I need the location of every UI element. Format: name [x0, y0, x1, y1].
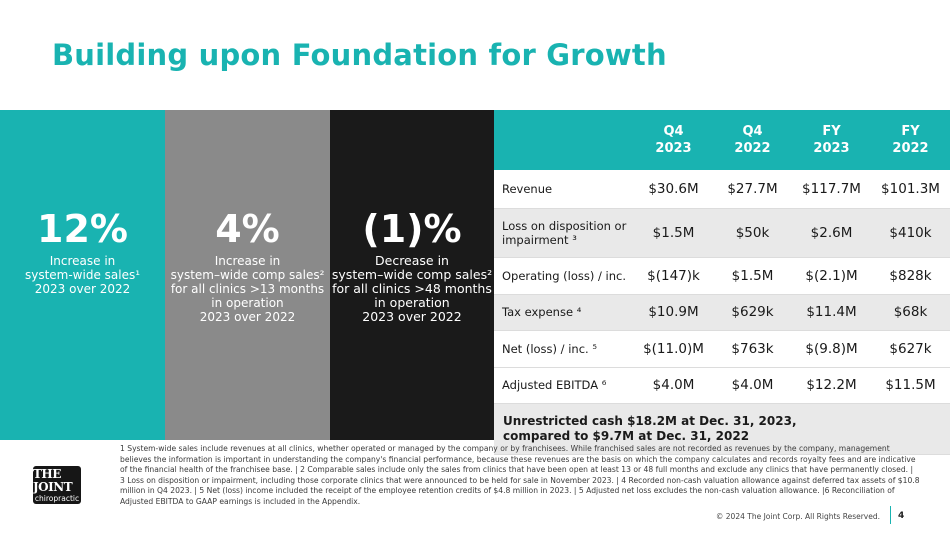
cash-note-row: Unrestricted cash $18.2M at Dec. 31, 202… — [494, 403, 950, 454]
row-value: $101.3M — [881, 180, 940, 197]
row-value: $(147)k — [647, 267, 700, 284]
kpi-description: Decrease in system–wide comp sales² for … — [332, 254, 492, 324]
row-label: Revenue — [502, 181, 553, 196]
kpi-line: system-wide sales¹ — [24, 268, 141, 282]
table-row: Net (loss) / inc. ⁵ $(11.0)M $763k $(9.8… — [494, 330, 950, 367]
kpi-line: for all clinics >13 months — [170, 282, 325, 296]
logo-tagline: chiropractic — [34, 493, 80, 503]
cash-note-line: Unrestricted cash $18.2M at Dec. 31, 202… — [503, 413, 797, 428]
row-value: $12.2M — [806, 377, 857, 393]
kpi-line: Decrease in — [375, 253, 449, 268]
kpi-line: 2023 over 2022 — [34, 282, 131, 296]
table-row: Revenue $30.6M $27.7M $117.7M $101.3M — [494, 170, 950, 208]
row-value: $2.6M — [810, 224, 853, 241]
row-value: $4.0M — [652, 377, 695, 393]
kpi-panel-comp-sales-13-months: 4% Increase in system–wide comp sales² f… — [165, 110, 330, 440]
table-row: Adjusted EBITDA ⁶ $4.0M $4.0M $12.2M $11… — [494, 367, 950, 403]
row-value: $11.5M — [885, 377, 936, 393]
page-number: 4 — [898, 511, 905, 521]
row-value: $30.6M — [648, 180, 699, 197]
row-value: $117.7M — [802, 180, 861, 197]
copyright: © 2024 The Joint Corp. All Rights Reserv… — [715, 512, 880, 521]
kpi-value: 4% — [215, 207, 280, 251]
table-row: Tax expense ⁴ $10.9M $629k $11.4M $68k — [494, 294, 950, 330]
table-header-cell: Q4 2023 — [634, 110, 713, 170]
row-value: $11.4M — [806, 304, 857, 320]
kpi-line: in operation — [374, 295, 450, 310]
row-value: $10.9M — [648, 304, 699, 320]
row-label: Adjusted EBITDA ⁶ — [502, 378, 607, 392]
table-header-cell: FY 2023 — [792, 110, 871, 170]
financial-table: Q4 2023 Q4 2022 FY 2023 FY 2022 Revenue $30.… — [494, 110, 950, 455]
footer-divider — [890, 506, 891, 524]
row-value: $(2.1)M — [805, 267, 858, 284]
kpi-line: Increase in — [49, 254, 116, 268]
table-header-cell: FY 2022 — [871, 110, 950, 170]
kpi-line: in operation — [211, 296, 284, 310]
row-value: $629k — [731, 304, 774, 320]
row-value: $50k — [735, 224, 770, 241]
kpi-description: Increase in system-wide sales¹ 2023 over… — [25, 254, 140, 296]
cash-note-line: compared to $9.7M at Dec. 31, 2022 — [503, 428, 750, 443]
row-label: Net (loss) / inc. ⁵ — [502, 341, 597, 356]
row-value: $828k — [889, 267, 932, 284]
kpi-panel-comp-sales-48-months: (1)% Decrease in system–wide comp sales²… — [330, 110, 494, 440]
row-label: Loss on disposition or impairment ³ — [502, 218, 627, 247]
table-header-blank — [494, 110, 634, 170]
row-value: $(11.0)M — [643, 340, 704, 357]
company-logo: THE JOINT chiropractic — [33, 466, 81, 504]
row-label: Operating (loss) / inc. — [502, 268, 626, 283]
row-value: $627k — [889, 340, 932, 357]
cash-note: Unrestricted cash $18.2M at Dec. 31, 202… — [494, 403, 950, 454]
row-value: $1.5M — [652, 224, 695, 241]
row-value: $68k — [893, 304, 928, 320]
logo-wordmark: THE JOINT — [33, 466, 73, 494]
table-row: Operating (loss) / inc. $(147)k $1.5M $(… — [494, 257, 950, 294]
kpi-value: 12% — [37, 207, 128, 251]
kpi-line: system–wide comp sales² — [170, 268, 325, 282]
footnotes: 1 System-wide sales include revenues at … — [120, 444, 920, 506]
table-header-row: Q4 2023 Q4 2022 FY 2023 FY 2022 — [494, 110, 950, 170]
financial-table-container: Q4 2023 Q4 2022 FY 2023 FY 2022 Revenue $30.… — [494, 110, 950, 454]
row-label: Tax expense ⁴ — [502, 305, 582, 319]
kpi-line: 2023 over 2022 — [199, 310, 296, 324]
kpi-line: for all clinics >48 months — [332, 281, 492, 296]
kpi-value: (1)% — [362, 207, 462, 251]
table-header-cell: Q4 2022 — [713, 110, 792, 170]
page-title: Building upon Foundation for Growth — [52, 38, 667, 72]
row-value: $4.0M — [731, 377, 774, 393]
row-value: $27.7M — [727, 180, 778, 197]
kpi-line: 2023 over 2022 — [362, 309, 462, 324]
row-value: $410k — [889, 224, 932, 241]
kpi-description: Increase in system–wide comp sales² for … — [171, 254, 325, 324]
row-value: $763k — [731, 340, 774, 357]
table-row: Loss on disposition or impairment ³ $1.5… — [494, 208, 950, 257]
row-value: $(9.8)M — [805, 340, 858, 357]
kpi-panel-system-wide-sales: 12% Increase in system-wide sales¹ 2023 … — [0, 110, 165, 440]
row-value: $1.5M — [731, 267, 774, 284]
kpi-line: Increase in — [214, 254, 281, 268]
kpi-line: system–wide comp sales² — [331, 267, 493, 282]
